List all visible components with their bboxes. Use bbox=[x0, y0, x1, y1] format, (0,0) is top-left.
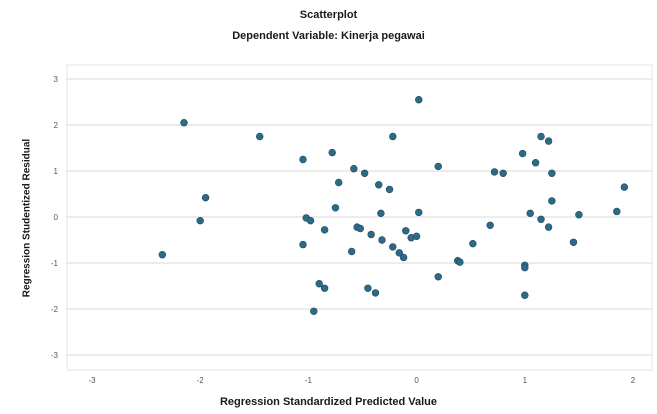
data-points bbox=[158, 95, 629, 315]
scatter-point bbox=[350, 165, 358, 173]
scatter-point bbox=[180, 118, 188, 127]
scatter-point bbox=[201, 193, 210, 202]
x-tick-label: 1 bbox=[523, 376, 528, 385]
scatter-point bbox=[548, 197, 556, 205]
scatter-point bbox=[469, 239, 477, 248]
scatter-point bbox=[196, 216, 204, 225]
scatter-point bbox=[531, 159, 540, 167]
chart-title: Scatterplot bbox=[299, 9, 358, 21]
scatter-point bbox=[395, 249, 403, 257]
scatter-point bbox=[371, 289, 380, 297]
scatter-point bbox=[518, 149, 527, 158]
scatter-point bbox=[331, 204, 340, 212]
scatter-point bbox=[412, 232, 421, 241]
x-tick-label: -1 bbox=[305, 376, 313, 385]
x-tick-label: 2 bbox=[631, 376, 636, 385]
scatter-point bbox=[399, 253, 408, 262]
scatter-point bbox=[347, 247, 356, 256]
scatter-point bbox=[328, 148, 336, 157]
scatter-point bbox=[299, 155, 307, 164]
scatter-point bbox=[415, 208, 423, 217]
scatter-point bbox=[299, 240, 307, 249]
x-tick-label: -3 bbox=[88, 376, 96, 385]
y-tick-label: 2 bbox=[54, 121, 59, 130]
scatter-point bbox=[434, 162, 442, 171]
y-axis-label: Regression Studentized Residual bbox=[21, 138, 33, 298]
scatter-point bbox=[367, 230, 375, 239]
scatter-point bbox=[402, 227, 410, 235]
scatter-point bbox=[378, 236, 386, 244]
scatter-point bbox=[434, 273, 442, 281]
scatter-point bbox=[521, 291, 529, 299]
tick-labels: -3 -2 -1 0 1 2 3 -3 -2 -1 0 1 2 bbox=[51, 75, 636, 385]
scatter-point bbox=[377, 209, 385, 218]
scatter-point bbox=[334, 178, 343, 187]
scatter-point bbox=[490, 168, 499, 176]
scatter-point bbox=[389, 132, 397, 141]
y-tick-label: 0 bbox=[54, 213, 59, 222]
x-tick-label: 0 bbox=[414, 376, 419, 385]
scatter-point bbox=[486, 221, 494, 229]
scatter-point bbox=[537, 215, 545, 224]
scatter-point bbox=[620, 183, 629, 191]
scatter-point bbox=[544, 223, 553, 231]
x-tick-label: -2 bbox=[197, 376, 205, 385]
scatter-point bbox=[158, 251, 167, 259]
scatter-point bbox=[575, 211, 583, 219]
scatter-point bbox=[537, 132, 545, 141]
y-tick-label: -2 bbox=[51, 305, 59, 314]
chart-subtitle: Dependent Variable: Kinerja pegawai bbox=[232, 30, 425, 42]
y-tick-label: -3 bbox=[51, 351, 59, 360]
scatter-point bbox=[320, 226, 329, 234]
scatter-point bbox=[256, 132, 264, 141]
y-tick-label: 1 bbox=[54, 167, 59, 176]
scatter-point bbox=[364, 284, 372, 292]
scatter-point bbox=[548, 169, 556, 178]
y-tick-label: -1 bbox=[51, 259, 59, 268]
scatter-point bbox=[499, 169, 507, 178]
scatter-point bbox=[310, 307, 318, 315]
scatter-point bbox=[544, 137, 553, 145]
y-tick-label: 3 bbox=[54, 75, 59, 84]
scatter-point bbox=[569, 238, 578, 247]
scatter-point bbox=[360, 169, 369, 178]
grid-lines bbox=[67, 78, 652, 356]
scatter-point bbox=[613, 207, 621, 216]
scatter-point bbox=[356, 224, 365, 233]
scatter-point bbox=[415, 95, 423, 104]
scatter-point bbox=[526, 209, 534, 218]
scatter-point bbox=[389, 243, 397, 251]
scatter-point bbox=[315, 280, 323, 288]
scatter-point bbox=[521, 263, 529, 272]
scatter-point bbox=[385, 185, 394, 194]
scatter-point bbox=[306, 216, 315, 225]
scatter-point bbox=[375, 181, 383, 189]
scatter-point bbox=[456, 258, 464, 266]
scatter-point bbox=[320, 284, 329, 292]
x-axis-label: Regression Standardized Predicted Value bbox=[219, 396, 437, 408]
